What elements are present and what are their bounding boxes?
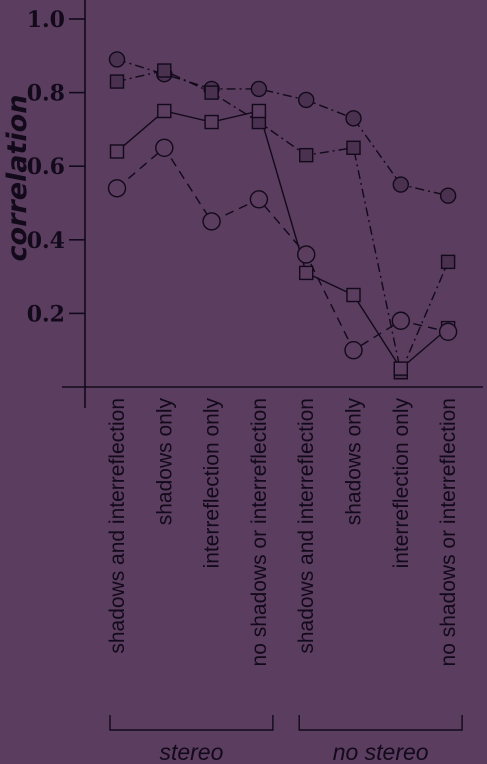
group-bracket [298,715,463,731]
category-label: shadows and interreflection [295,398,318,654]
series-1-point [346,140,361,156]
series-3-point [249,190,269,209]
series-3-point [155,138,174,158]
y-tick-label: 1.0 [27,7,65,33]
axes [62,0,483,408]
y-ticks: 0.2 0.4 0.6 0.8 1.0 [27,7,85,327]
series-3-point [202,212,221,231]
y-tick-label: 0.2 [27,301,65,327]
series-line-3 [116,146,449,352]
series-line-2 [116,110,449,370]
series-2-point [346,287,361,303]
series-0-point [298,91,315,109]
series-2-point [393,361,408,376]
series-0-point [392,176,409,193]
series-2-point [204,114,219,130]
series-layer [107,51,458,380]
series-3-point [297,245,316,264]
category-label: interreflection only [201,398,224,569]
y-tick-label: 0.6 [27,154,65,180]
category-label: shadows only [153,398,176,526]
series-0-point [250,80,268,98]
category-label: no shadows or interreflection [437,398,460,666]
series-3-point [107,179,127,198]
series-1-point [109,74,125,89]
series-1-point [299,147,314,163]
series-1-point [440,254,456,270]
group-brackets: stereo no stereo [109,715,463,764]
series-1-point [157,63,172,78]
category-labels: shadows and interreflection shadows only i… [106,398,460,667]
series-2-point [157,103,172,119]
series-0-point [439,187,457,204]
category-label: shadows and interreflection [106,398,129,654]
group-label: no stereo [333,739,429,764]
group-bracket [109,715,274,731]
series-1-point [204,85,219,100]
y-tick-label: 0.8 [27,81,65,107]
series-2-point [299,265,314,281]
series-2-point [251,103,267,119]
series-3-point [391,311,410,330]
group-label: stereo [159,739,223,764]
series-0-point [108,51,126,68]
y-axis-label: correlation [2,95,33,262]
category-label: shadows only [343,398,366,526]
series-2-point [109,144,125,159]
y-tick-label: 0.4 [27,228,65,254]
series-3-point [438,322,458,341]
category-label: interreflection only [390,398,413,569]
series-0-point [345,110,362,127]
category-label: no shadows or interreflection [248,398,271,666]
series-3-point [344,341,363,360]
series-line-0 [116,58,449,197]
